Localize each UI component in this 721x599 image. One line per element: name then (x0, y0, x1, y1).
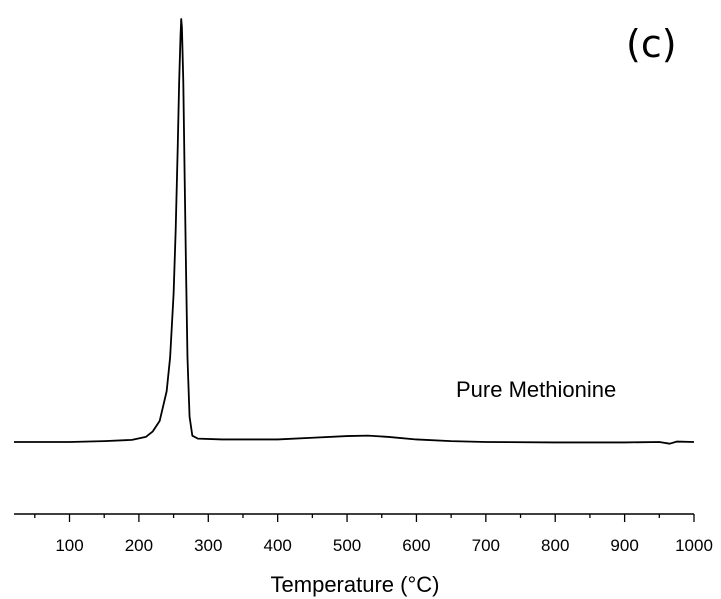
x-tick-label: 700 (472, 536, 500, 555)
x-tick-label: 200 (125, 536, 153, 555)
x-axis-title: Temperature (°C) (271, 572, 440, 597)
x-tick-label: 300 (194, 536, 222, 555)
x-tick-label: 400 (263, 536, 291, 555)
plot-area (14, 18, 695, 445)
x-tick-label: 600 (402, 536, 430, 555)
series-label: Pure Methionine (456, 377, 616, 402)
series-line-0 (14, 18, 695, 445)
x-tick-label: 800 (541, 536, 569, 555)
x-tick-label: 1000 (675, 536, 713, 555)
x-tick-label: 900 (610, 536, 638, 555)
x-tick-label: 500 (333, 536, 361, 555)
panel-label: (c) (626, 22, 677, 66)
x-axis: 100 200 300 400 500 600 700 800 900 1000 (14, 513, 713, 555)
x-tick-label: 100 (55, 536, 83, 555)
